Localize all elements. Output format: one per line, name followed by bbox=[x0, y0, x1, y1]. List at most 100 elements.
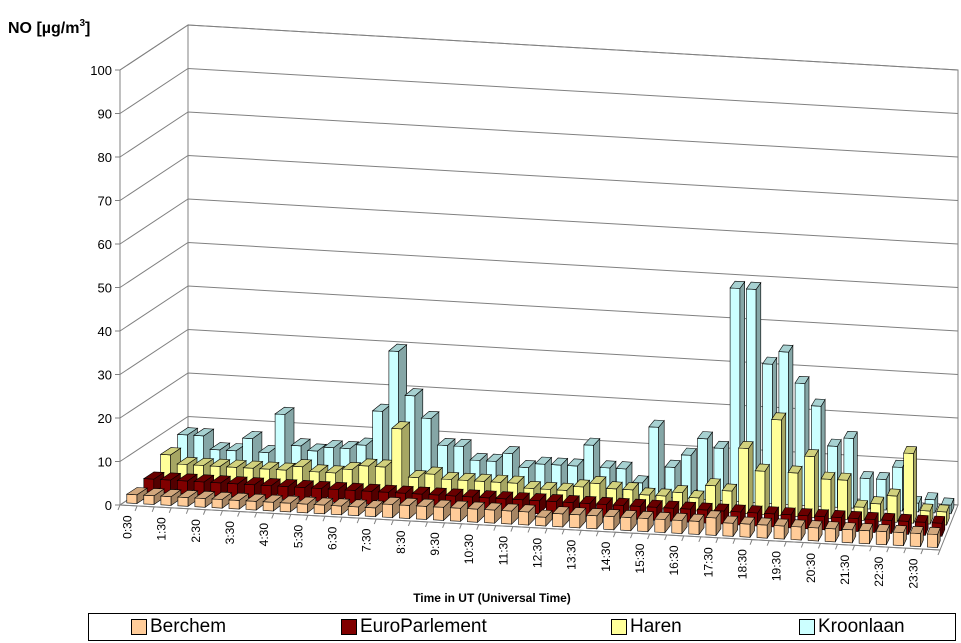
bar-front bbox=[722, 522, 734, 537]
bar-side bbox=[853, 431, 858, 509]
bar-top bbox=[875, 471, 890, 480]
bar-berchem bbox=[688, 513, 705, 536]
bar-top bbox=[242, 460, 264, 469]
bar-front bbox=[926, 533, 938, 548]
bar-berchem bbox=[841, 522, 857, 544]
bar-top bbox=[864, 511, 879, 520]
bar-europarlement bbox=[193, 474, 215, 496]
bar-front bbox=[771, 419, 782, 517]
x-tick-mark bbox=[442, 522, 446, 528]
bar-top bbox=[745, 281, 762, 290]
bar-top bbox=[258, 461, 280, 470]
bar-front bbox=[790, 526, 802, 541]
bar-top bbox=[605, 481, 623, 490]
bar-top bbox=[794, 375, 810, 384]
bar-top bbox=[697, 431, 714, 440]
bar-berchem bbox=[909, 525, 924, 547]
bar-front bbox=[296, 503, 308, 514]
bar-top bbox=[754, 463, 770, 472]
bar-haren bbox=[771, 412, 787, 517]
legend-label-berchem: Berchem bbox=[150, 616, 227, 637]
bar-top bbox=[209, 458, 231, 467]
x-tick-mark bbox=[664, 534, 668, 541]
bar-top bbox=[556, 482, 574, 491]
bar-top bbox=[388, 343, 408, 352]
bar-top bbox=[415, 498, 435, 507]
bar-top bbox=[646, 499, 663, 508]
bar-top bbox=[551, 506, 570, 515]
x-tick-mark bbox=[425, 521, 428, 528]
bar-haren bbox=[391, 421, 411, 495]
bar-front bbox=[467, 508, 478, 523]
bar-berchem bbox=[926, 526, 941, 548]
bar-top bbox=[176, 473, 198, 482]
bar-berchem bbox=[125, 487, 149, 505]
bar-front bbox=[705, 517, 717, 536]
x-tick-mark bbox=[783, 541, 787, 547]
bar-berchem bbox=[466, 501, 486, 524]
bar-front bbox=[391, 427, 403, 495]
bar-top bbox=[192, 428, 215, 437]
bar-top bbox=[490, 474, 509, 483]
x-tick-mark bbox=[630, 532, 633, 539]
bar-berchem bbox=[432, 499, 452, 522]
bar-front bbox=[841, 528, 853, 544]
bar-kroonlaan bbox=[648, 419, 665, 498]
x-tick-label: 1:30 bbox=[155, 517, 169, 541]
bar-top bbox=[827, 438, 842, 447]
bar-top bbox=[478, 490, 497, 499]
x-tick-label: 11:30 bbox=[496, 536, 510, 565]
bar-europarlement bbox=[310, 480, 331, 503]
bar-haren bbox=[754, 463, 770, 516]
bar-front bbox=[245, 500, 257, 511]
bar-front bbox=[398, 504, 410, 519]
bar-top bbox=[528, 493, 547, 502]
bar-top bbox=[381, 496, 401, 505]
bar-top bbox=[841, 522, 857, 531]
bar-top bbox=[688, 513, 705, 522]
bar-front bbox=[211, 498, 223, 509]
bar-top bbox=[310, 480, 331, 489]
y-tick-label: 60 bbox=[98, 237, 112, 252]
x-tick-label: 3:30 bbox=[223, 521, 237, 545]
bar-top bbox=[241, 431, 263, 440]
bar-top bbox=[209, 442, 231, 451]
x-tick-mark bbox=[920, 548, 924, 555]
x-tick-mark bbox=[835, 544, 838, 550]
x-tick-mark bbox=[800, 542, 804, 548]
bar-top bbox=[177, 489, 199, 498]
bar-top bbox=[773, 518, 789, 527]
bar-top bbox=[428, 487, 448, 496]
bar-berchem bbox=[211, 491, 233, 509]
y-axis-title-main: NO [µg/m bbox=[8, 20, 79, 37]
bar-side bbox=[913, 446, 917, 524]
bar-top bbox=[820, 471, 836, 480]
x-tick-label: 16:30 bbox=[667, 545, 681, 575]
bar-berchem bbox=[807, 520, 823, 543]
legend-swatch-kroonlaan bbox=[799, 619, 815, 635]
x-tick-label: 9:30 bbox=[428, 532, 442, 556]
x-tick-mark bbox=[527, 527, 531, 533]
bar-berchem bbox=[892, 524, 907, 547]
bar-front bbox=[858, 529, 870, 545]
legend-label-kroonlaan: Kroonlaan bbox=[818, 616, 905, 637]
bar-top bbox=[274, 406, 295, 415]
bar-berchem bbox=[654, 511, 671, 534]
x-tick-mark bbox=[476, 524, 480, 530]
y-axis-title: NO [µg/m3] bbox=[8, 18, 90, 37]
bar-front bbox=[738, 447, 749, 515]
bar-berchem bbox=[415, 498, 435, 521]
bar-top bbox=[870, 496, 885, 505]
chart-gridlines bbox=[119, 24, 959, 506]
bar-top bbox=[275, 462, 297, 471]
bar-top bbox=[589, 475, 607, 484]
bar-berchem bbox=[722, 515, 739, 538]
bar-front bbox=[586, 514, 598, 530]
bar-top bbox=[330, 498, 351, 507]
x-tick-mark bbox=[237, 511, 241, 517]
bar-top bbox=[411, 486, 431, 495]
bar-top bbox=[909, 525, 924, 534]
bar-berchem bbox=[142, 488, 165, 505]
x-tick-mark bbox=[390, 519, 394, 526]
bar-top bbox=[595, 496, 614, 505]
